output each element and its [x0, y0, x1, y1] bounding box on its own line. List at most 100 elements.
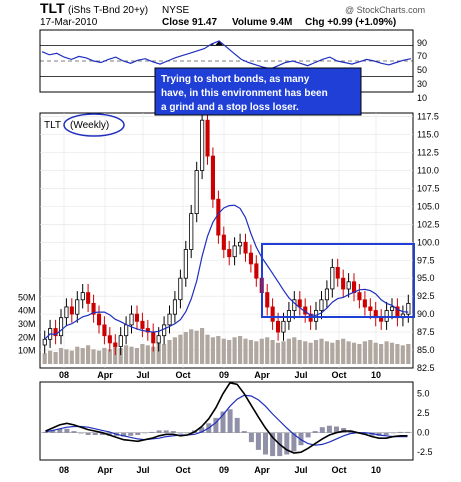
- volume-bar: [265, 337, 270, 364]
- candle-body: [64, 306, 69, 319]
- candle-body: [254, 263, 259, 279]
- price-panel: 82.5 85.0 87.5 90.0 92.5 95.0 97.5 100.0 102.5 10…: [18, 112, 440, 373]
- candle-body: [379, 317, 384, 322]
- volume-bar: [178, 334, 183, 364]
- volume-bar: [124, 345, 129, 364]
- candle-body: [91, 302, 96, 315]
- macd-histogram-bar: [170, 431, 176, 433]
- macd-histogram-bar: [390, 432, 396, 434]
- volume-bar: [243, 338, 248, 364]
- volume-bar: [254, 341, 259, 364]
- candle-body: [389, 306, 395, 311]
- macd-histogram-bar: [71, 431, 77, 433]
- volume-bar: [113, 346, 118, 364]
- candle-body: [227, 249, 232, 258]
- volume-bar: [53, 352, 58, 364]
- price-tick-label: 117.5: [417, 112, 439, 122]
- volume-value: Volume 9.4M: [232, 17, 292, 28]
- x-tick-label-macd: Jul: [294, 465, 307, 475]
- macd-histogram-bar: [397, 431, 403, 433]
- candle-body: [357, 292, 362, 301]
- candle-body: [237, 241, 243, 247]
- macd-histogram-bar: [312, 431, 318, 433]
- volume-bar: [107, 349, 112, 364]
- volume-bar: [151, 346, 156, 364]
- volume-bar: [357, 344, 362, 364]
- volume-bar: [134, 348, 139, 364]
- volume-bar: [227, 340, 232, 364]
- volume-bar: [275, 342, 281, 364]
- volume-bar: [400, 345, 405, 364]
- macd-histogram-bar: [177, 432, 183, 434]
- candle-body: [151, 331, 156, 344]
- price-tick-label: 90.0: [417, 309, 435, 319]
- x-tick-label: Apr: [254, 370, 270, 380]
- volume-tick-label: 10M: [18, 346, 36, 356]
- macd-histogram-bar: [227, 409, 233, 433]
- annotation-callout: Trying to short bonds, as many have, in …: [154, 67, 362, 116]
- chart-date: 17-Mar-2010: [40, 17, 98, 28]
- candle-body: [59, 317, 64, 337]
- candle-body: [97, 313, 102, 326]
- candle-body: [210, 155, 216, 200]
- candle-body: [189, 213, 194, 250]
- x-tick-label: Oct: [331, 370, 346, 380]
- candle-body: [221, 234, 226, 250]
- volume-bar: [58, 348, 64, 364]
- price-frame: [39, 112, 414, 369]
- weekly-label-symbol: TLT: [44, 120, 61, 131]
- candle-body: [113, 342, 118, 347]
- candle-body: [368, 306, 373, 311]
- macd-histogram-bar: [234, 417, 240, 433]
- macd-frame: [39, 381, 414, 461]
- volume-bar: [64, 349, 69, 364]
- volume-bar: [205, 334, 210, 364]
- macd-histogram-bar: [50, 430, 56, 433]
- macd-histogram-bar: [85, 432, 91, 435]
- volume-bar: [91, 349, 96, 364]
- x-tick-label: Jul: [136, 370, 149, 380]
- rsi-line: [41, 40, 412, 70]
- macd-histogram-bar: [156, 430, 162, 433]
- volume-tick-label: 40M: [18, 306, 36, 316]
- candle-body: [335, 266, 340, 279]
- close-value: Close 91.47: [162, 17, 217, 28]
- volume-bar: [216, 336, 221, 364]
- candle-body: [324, 288, 329, 301]
- volume-bar: [259, 338, 264, 364]
- volume-bar: [346, 341, 351, 364]
- candle-body: [248, 252, 254, 265]
- macd-histogram-bar: [78, 432, 84, 434]
- macd-histogram-bar: [185, 432, 190, 434]
- price-tick-label: 100.0: [417, 237, 440, 247]
- candle-body: [319, 299, 324, 311]
- volume-bar: [210, 337, 215, 364]
- volume-bar: [248, 340, 253, 364]
- candle-body: [351, 281, 357, 293]
- candle-body: [156, 335, 161, 344]
- candle-body: [178, 277, 183, 301]
- rsi-tick-50: 50: [417, 65, 427, 75]
- weekly-label: (Weekly): [70, 120, 109, 131]
- candle-body: [243, 241, 248, 254]
- price-tick-label: 107.5: [417, 183, 440, 193]
- macd-histogram-bar: [248, 432, 254, 443]
- price-tick-label: 112.5: [417, 148, 439, 158]
- volume-bar: [389, 342, 395, 364]
- volume-bar: [156, 342, 161, 364]
- price-tick-label: 95.0: [417, 273, 435, 283]
- x-tick-label-macd: Oct: [175, 465, 190, 475]
- x-tick-label-macd: 09: [219, 465, 229, 475]
- consolidation-box: [261, 243, 415, 318]
- candle-body: [124, 324, 129, 337]
- volume-bar: [286, 338, 291, 364]
- macd-histogram-bar: [135, 432, 141, 435]
- volume-bar: [102, 348, 107, 364]
- macd-histogram-bar: [369, 432, 375, 436]
- volume-bar: [232, 337, 237, 364]
- candle-body: [107, 335, 112, 344]
- candle-body: [216, 198, 221, 236]
- macd-histogram-bar: [383, 432, 389, 435]
- price-tick-label: 92.5: [417, 291, 435, 301]
- volume-bar: [48, 350, 53, 364]
